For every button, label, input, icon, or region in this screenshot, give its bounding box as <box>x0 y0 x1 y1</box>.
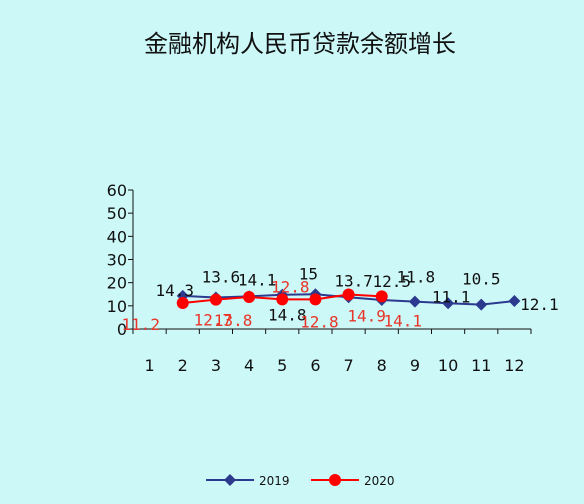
x-tick-label: 6 <box>310 356 320 375</box>
series-2020-marker <box>375 290 388 303</box>
x-tick-label: 3 <box>211 356 221 375</box>
legend-2019-label: 2019 <box>259 474 290 488</box>
y-tick-label: 10 <box>107 297 127 316</box>
data-labels: 14.313.614.114.815 13.7 12.511.811.110.512… <box>121 264 558 334</box>
series-2019-marker <box>475 298 488 311</box>
series-2019-data-label: 13.6 <box>202 267 241 286</box>
legend-2019-marker <box>224 474 236 486</box>
series-2020-data-label: 14.1 <box>383 311 422 330</box>
series-2020-data-label: 11.2 <box>121 315 160 334</box>
series-2020-marker <box>309 293 322 306</box>
x-tick-label: 5 <box>277 356 287 375</box>
series-2019-data-label: 11.1 <box>432 287 471 306</box>
series-2020-data-label: 13.8 <box>214 311 253 330</box>
x-tick-label: 11 <box>471 356 491 375</box>
x-tick-label: 10 <box>438 356 458 375</box>
series-2019-marker <box>508 294 521 307</box>
series-2019-data-label: 12.1 <box>520 295 559 314</box>
series-2019-marker <box>408 295 421 308</box>
x-tick-label: 9 <box>410 356 420 375</box>
y-tick-label: 0 <box>117 320 127 339</box>
chart-title: 金融机构人民币贷款余额增长 <box>144 30 456 58</box>
y-tick-label: 20 <box>107 274 127 293</box>
y-tick-label: 60 <box>107 181 127 200</box>
series-2019-data-label: 11.8 <box>397 268 436 287</box>
x-tick-label: 2 <box>178 356 188 375</box>
legend-2020-label: 2020 <box>364 474 395 488</box>
series-2019-data-label: 12.5 <box>372 272 411 291</box>
series-2019-data-label: 14.1 <box>238 270 277 289</box>
series-2020-marker <box>209 293 222 306</box>
legend-2020-marker <box>329 474 341 486</box>
plot-area <box>176 288 521 311</box>
x-tick-label: 1 <box>144 356 154 375</box>
y-tick-label: 30 <box>107 251 127 270</box>
series-2020-marker <box>176 297 189 310</box>
y-tick-label: 50 <box>107 204 127 223</box>
series-2020-data-label: 12.8 <box>271 277 310 296</box>
series-2019-marker <box>442 297 455 310</box>
series-2019-data-label: 10.5 <box>462 270 501 289</box>
y-tick-label: 40 <box>107 227 127 246</box>
x-tick-label: 4 <box>244 356 254 375</box>
series-2019-data-label: 14.8 <box>268 306 307 325</box>
series-2019-data-label: 15 <box>299 264 318 283</box>
series-2020-marker <box>243 291 256 304</box>
x-tick-label: 8 <box>377 356 387 375</box>
series-2020-marker <box>276 293 289 306</box>
series-2020-data-label: 12.7 <box>194 311 233 330</box>
series-2020-data-label: 12.8 <box>300 312 339 331</box>
x-tick-label: 12 <box>504 356 524 375</box>
series-2019-data-label: 13.7 <box>334 271 373 290</box>
legend: 2019 2020 <box>206 474 395 488</box>
x-tick-label: 7 <box>343 356 353 375</box>
series-2020-marker <box>342 288 355 301</box>
series-2019-data-label: 14.3 <box>155 281 194 300</box>
series-2020-data-label: 14.9 <box>347 306 386 325</box>
